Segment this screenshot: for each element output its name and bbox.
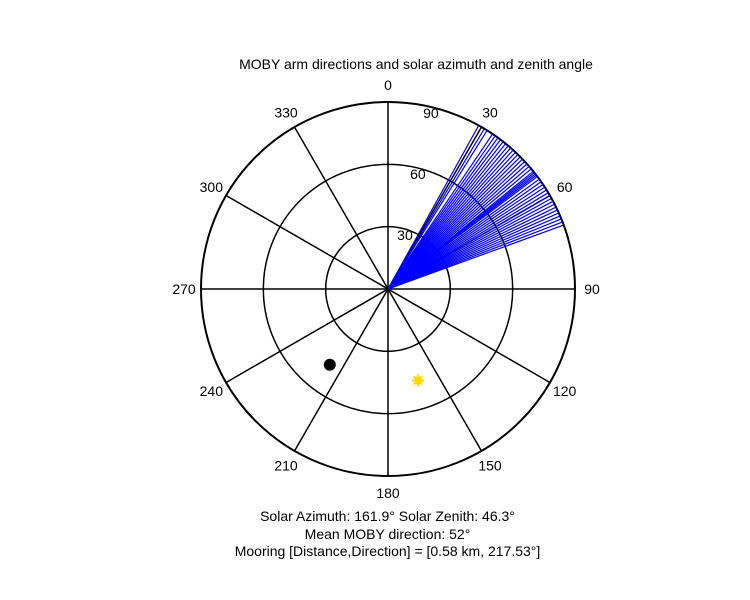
point-markers xyxy=(323,358,424,387)
angle-tick-label: 90 xyxy=(584,281,600,297)
angle-tick-label: 0 xyxy=(384,77,392,93)
angle-tick-label: 150 xyxy=(478,458,502,474)
arm-direction-line xyxy=(387,125,480,290)
angle-tick-label: 120 xyxy=(553,383,577,399)
radial-tick-label: 30 xyxy=(397,227,413,243)
radial-tick-label: 90 xyxy=(423,105,439,121)
angle-tick-label: 330 xyxy=(274,104,298,120)
mooring-caption: Mooring [Distance,Direction] = [0.58 km,… xyxy=(234,543,541,559)
angle-tick-label: 270 xyxy=(172,281,196,297)
angle-tick-label: 240 xyxy=(200,383,224,399)
chart-title: MOBY arm directions and solar azimuth an… xyxy=(239,56,593,72)
angle-tick-label: 60 xyxy=(557,179,573,195)
arm-direction-line xyxy=(387,130,488,290)
angle-tick-label: 210 xyxy=(274,458,298,474)
radial-tick-label: 60 xyxy=(410,166,426,182)
angle-tick-label: 30 xyxy=(482,104,498,120)
solar-caption: Solar Azimuth: 161.9° Solar Zenith: 46.3… xyxy=(260,508,515,524)
tick-labels: 0 30 60 90 120 150 180 210 240 270 300 330 30 60 90 xyxy=(172,77,600,501)
sun-core xyxy=(413,376,422,385)
moby-arm-directions xyxy=(387,125,564,290)
mooring-marker xyxy=(323,358,336,371)
angle-tick-label: 300 xyxy=(200,179,224,195)
arm-direction-line xyxy=(387,224,564,290)
sun-marker xyxy=(411,374,424,387)
angle-tick-label: 180 xyxy=(376,485,400,501)
mean-direction-caption: Mean MOBY direction: 52° xyxy=(304,526,471,542)
